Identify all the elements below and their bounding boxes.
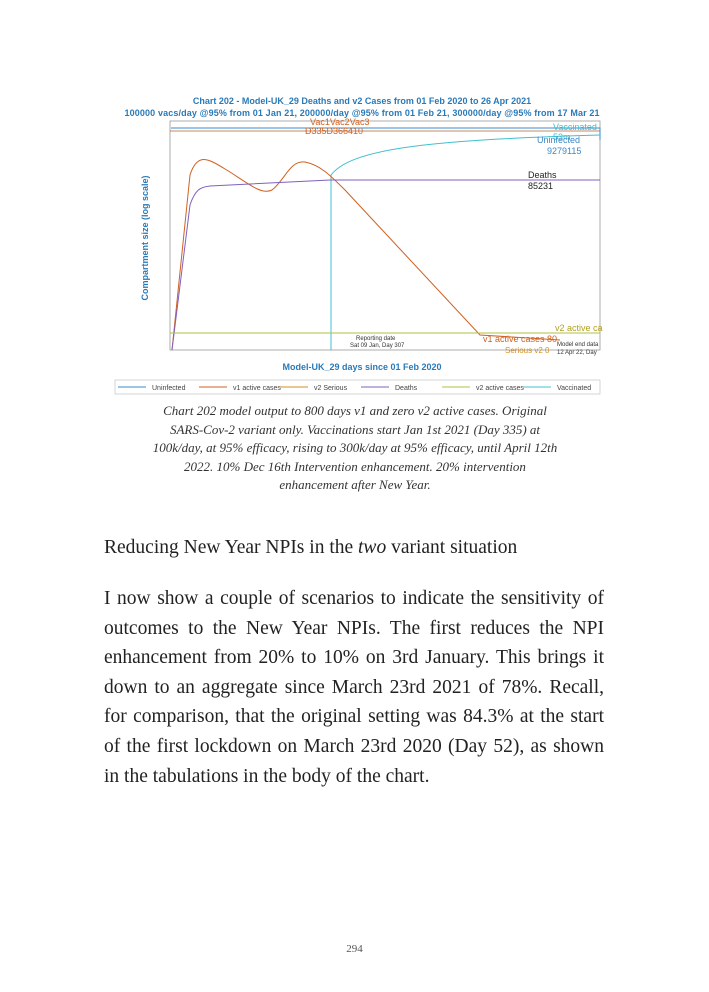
- heading-text: variant situation: [386, 537, 518, 558]
- paragraph: I now show a couple of scenarios to indi…: [104, 588, 604, 787]
- legend-label: v2 active cases: [476, 385, 524, 392]
- annotation: Serious v2 0: [505, 346, 550, 355]
- annotation: 85231: [528, 181, 553, 191]
- legend-label: Uninfected: [152, 385, 186, 392]
- annotation: Uninfected: [537, 135, 580, 145]
- legend-label: v1 active cases: [233, 385, 281, 392]
- heading-text: Reducing New Year NPIs in the: [104, 537, 359, 558]
- caption: Chart 202 model output to 800 days v1 an…: [152, 403, 558, 492]
- chart-image: Chart 202 - Model-UK_29 Deaths and v2 Ca…: [114, 96, 603, 395]
- annotation: v1 active cases 80: [483, 334, 557, 344]
- annotation: 9279115: [547, 146, 581, 156]
- legend: Uninfected v1 active cases v2 Serious Death…: [118, 385, 591, 392]
- heading-emphasis: two: [358, 537, 387, 558]
- annotation: Vaccinated: [553, 122, 597, 132]
- annotation: Sat 09 Jan, Day 307: [350, 343, 405, 349]
- legend-label: v2 Serious: [314, 385, 348, 392]
- annotation: Deaths: [528, 170, 557, 180]
- page-number: 294: [346, 943, 363, 955]
- uninfected-curve: [171, 127, 601, 140]
- plot-frame: [169, 120, 601, 351]
- deaths-curve: [171, 179, 600, 351]
- chart-title: Chart 202 - Model-UK_29 Deaths and v2 Ca…: [193, 96, 531, 106]
- annotation: 53m: [553, 132, 571, 142]
- annotation: Vac1Vac2Vac3: [310, 117, 370, 127]
- legend-label: Deaths: [395, 385, 418, 392]
- legend-frame: [114, 379, 601, 395]
- annotation: 12 Apr 22, Day: [557, 350, 597, 356]
- y-axis-label: Compartment size (log scale): [140, 175, 150, 300]
- annotation: Model end data: [557, 342, 599, 348]
- annotation: v2 active ca: [555, 323, 603, 333]
- v1-active-curve: [171, 159, 561, 351]
- vaccinated-curve: [330, 134, 601, 350]
- annotation: D335D366410: [305, 126, 363, 136]
- section-heading: Reducing New Year NPIs in the two varian…: [104, 537, 517, 559]
- x-axis-label: Model-UK_29 days since 01 Feb 2020: [282, 362, 441, 372]
- legend-label: Vaccinated: [557, 385, 591, 392]
- chart-subtitle: 100000 vacs/day @95% from 01 Jan 21, 200…: [125, 108, 600, 118]
- annotation: Reporting date: [356, 336, 396, 342]
